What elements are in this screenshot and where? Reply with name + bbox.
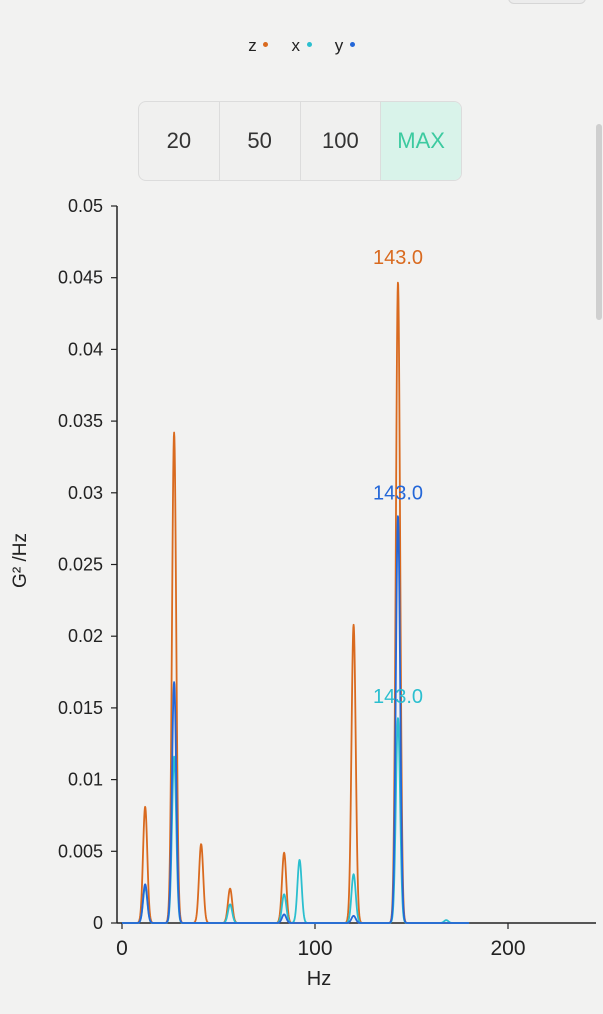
peak-label-x: 143.0	[373, 686, 423, 708]
peak-label-z: 143.0	[373, 247, 423, 269]
y-tick-label: 0.025	[58, 555, 103, 575]
range-button-100[interactable]: 100	[301, 102, 382, 180]
y-axis-label: G² /Hz	[10, 533, 31, 588]
y-tick-label: 0.05	[68, 196, 103, 216]
range-button-50[interactable]: 50	[220, 102, 301, 180]
legend-dot-x	[306, 42, 312, 48]
x-tick-label: 200	[490, 937, 525, 960]
y-tick-label: 0.045	[58, 268, 103, 288]
frequency-range-selector: 20 50 100 MAX	[138, 101, 462, 181]
range-button-20[interactable]: 20	[139, 102, 220, 180]
x-tick-label: 100	[297, 937, 332, 960]
series-line-y	[121, 515, 470, 924]
y-tick-label: 0	[93, 913, 103, 933]
legend-label-x: x	[291, 36, 301, 55]
y-tick-label: 0.035	[58, 411, 103, 431]
y-tick-label: 0.005	[58, 841, 103, 861]
window-tab	[508, 0, 586, 4]
y-tick-label: 0.015	[58, 698, 103, 718]
y-tick-label: 0.04	[68, 339, 103, 359]
psd-chart: 0 0.005 0.01 0.015 0.02 0.025 0.03 0.035 0.04 0.0…	[10, 196, 596, 990]
peak-label-y: 143.0	[373, 482, 423, 504]
y-tick-label: 0.02	[68, 626, 103, 646]
scrollbar[interactable]	[596, 124, 602, 320]
legend-item-y: y	[335, 36, 355, 56]
legend-dot-z	[263, 42, 269, 48]
series-line-z	[121, 281, 470, 924]
x-tick-label: 0	[116, 937, 128, 960]
series-line-x	[121, 717, 470, 924]
range-button-max[interactable]: MAX	[381, 102, 461, 180]
legend-label-y: y	[334, 36, 344, 55]
x-axis-label: Hz	[307, 968, 331, 990]
y-tick-label: 0.03	[68, 483, 103, 503]
chart-legend: z x y	[0, 36, 603, 56]
legend-item-x: x	[292, 36, 312, 56]
legend-item-z: z	[248, 36, 269, 56]
legend-dot-y	[349, 42, 355, 48]
y-tick-label: 0.01	[68, 770, 103, 790]
legend-label-z: z	[248, 36, 258, 55]
